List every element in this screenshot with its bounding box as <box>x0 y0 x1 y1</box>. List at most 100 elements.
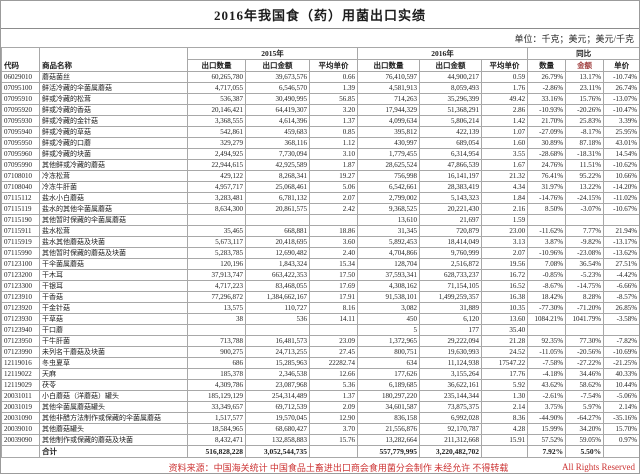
col-header-yoy-value: 金额 <box>565 59 605 72</box>
cell-yoy-price: -35.16% <box>603 412 639 424</box>
cell-price-2016: 10.35 <box>481 302 529 314</box>
cell-value-2015: 12,690,482 <box>245 247 310 259</box>
cell-value-2016: 36,622,161 <box>419 379 483 391</box>
cell-qty-2015: 3,368,555 <box>187 115 246 127</box>
cell-yoy-qty: 18.42% <box>527 291 567 303</box>
cell-value-2016: 28,383,419 <box>419 181 483 193</box>
cell-value-2016: 21,697 <box>419 214 483 226</box>
cell-value-2016: 19,630,993 <box>419 346 483 358</box>
cell-value-2016: 177 <box>419 324 483 336</box>
cell-yoy-value: 95.22% <box>565 170 605 182</box>
cell-name: 干银耳 <box>39 280 188 292</box>
cell-name: 合计 <box>39 445 188 458</box>
cell-value-2016: 20,221,430 <box>419 203 483 215</box>
cell-price-2015: 0.85 <box>308 126 359 138</box>
cell-qty-2016: 1,779,455 <box>357 148 421 160</box>
cell-name: 鲜或冷藏的香菇 <box>39 104 188 116</box>
cell-yoy-value: -27.22% <box>565 357 605 369</box>
cell-price-2015: 2.09 <box>308 401 359 413</box>
header-row-columns: 出口数量 出口金额 平均单价 出口数量 出口金额 平均单价 数量 金额 单价 <box>2 59 639 72</box>
cell-value-2015: 69,712,539 <box>245 401 310 413</box>
cell-value-2015: 16,481,573 <box>245 335 310 347</box>
cell-value-2015: 42,925,589 <box>245 159 310 171</box>
table-row: 07123990 未列名干蘑菇及块菌 900,275 24,713,255 27.45 8… <box>1 346 639 358</box>
cell-yoy-price: -5.06% <box>603 390 639 402</box>
cell-yoy-qty: 92.35% <box>527 335 567 347</box>
cell-price-2016: 5.92 <box>481 379 529 391</box>
cell-qty-2015: 536,387 <box>187 93 246 105</box>
cell-value-2016: 720,879 <box>419 225 483 237</box>
cell-yoy-price: 26.85% <box>603 302 639 314</box>
cell-code: 07095920 <box>1 104 40 116</box>
cell-qty-2016: 395,812 <box>357 126 421 138</box>
cell-value-2015: 536 <box>245 313 310 325</box>
cell-name: 鲜活冷藏的伞菌属蘑菇 <box>39 82 188 94</box>
cell-price-2016: 23.00 <box>481 225 529 237</box>
cell-yoy-qty: 3.87% <box>527 236 567 248</box>
cell-price-2016: 1.30 <box>481 390 529 402</box>
table-row: 07108040 冷冻牛肝菌 4,957,717 25,068,461 5.06 6,54… <box>1 181 639 193</box>
table-row: 07123950 干牛肝菌 713,788 16,481,573 23.09 1,372,… <box>1 335 639 347</box>
table-row: 07123940 干口蘑 5 177 35.40 <box>1 324 639 336</box>
cell-value-2015 <box>245 324 310 336</box>
cell-yoy-value: -7.54% <box>565 390 605 402</box>
cell-yoy-value: 34.46% <box>565 368 605 380</box>
cell-qty-2015: 713,788 <box>187 335 246 347</box>
cell-price-2015: 1.87 <box>308 159 359 171</box>
cell-qty-2015 <box>187 324 246 336</box>
cell-yoy-value: 13.17% <box>565 71 605 83</box>
cell-qty-2016: 756,998 <box>357 170 421 182</box>
cell-code: 07115990 <box>1 247 40 259</box>
cell-yoy-price: -6.66% <box>603 280 639 292</box>
cell-yoy-qty: -77.30% <box>527 302 567 314</box>
cell-qty-2016: 836,158 <box>357 412 421 424</box>
table-header: 代码 商品名称 2015年 2016年 同比 出口数量 出口金额 平均单价 出口… <box>1 47 639 72</box>
cell-name: 鲜或冷藏的松茸 <box>39 93 188 105</box>
cell-price-2016: 2.86 <box>481 104 529 116</box>
cell-code: 07123910 <box>1 291 40 303</box>
cell-value-2015: 68,680,427 <box>245 423 310 435</box>
cell-qty-2015: 429,122 <box>187 170 246 182</box>
cell-name: 其他非醋方法制作或保藏的伞菌属蘑菇 <box>39 412 188 424</box>
cell-code: 07115112 <box>1 192 40 204</box>
table-row: 20039090 其他制作或保藏的蘑菇及块菌 8,432,471 132,858,88… <box>1 434 639 446</box>
cell-name: 鲜或冷藏的口蘑 <box>39 137 188 149</box>
cell-qty-2015: 35,465 <box>187 225 246 237</box>
cell-value-2016: 11,124,938 <box>419 357 483 369</box>
cell-yoy-value: -5.23% <box>565 269 605 281</box>
cell-code: 07108040 <box>1 181 40 193</box>
cell-qty-2015: 8,432,471 <box>187 434 246 446</box>
cell-yoy-price: -13.07% <box>603 93 639 105</box>
cell-yoy-qty: -0.85% <box>527 269 567 281</box>
cell-value-2015: 254,314,489 <box>245 390 310 402</box>
cell-price-2015: 2.07 <box>308 192 359 204</box>
cell-value-2015: 20,861,575 <box>245 203 310 215</box>
cell-value-2015: 6,546,570 <box>245 82 310 94</box>
cell-qty-2016: 91,538,101 <box>357 291 421 303</box>
table-row: 07115919 盐水其他蘑菇及块菌 5,673,117 20,418,695 3.60… <box>1 236 639 248</box>
cell-price-2015 <box>308 324 359 336</box>
cell-yoy-qty: 76.41% <box>527 170 567 182</box>
cell-price-2015: 19.27 <box>308 170 359 182</box>
cell-value-2016: 29,222,094 <box>419 335 483 347</box>
cell-yoy-price: 40.33% <box>603 368 639 380</box>
cell-price-2016: 1.59 <box>481 214 529 226</box>
cell-value-2015: 83,468,055 <box>245 280 310 292</box>
cell-value-2015: 3,052,544,735 <box>245 445 310 458</box>
cell-name: 小白蘑菇（洋蘑菇）罐头 <box>39 390 188 402</box>
cell-yoy-qty <box>527 324 567 336</box>
cell-value-2016: 92,170,787 <box>419 423 483 435</box>
col-header-avg-price-2015: 平均单价 <box>308 59 359 72</box>
cell-name: 干草菇 <box>39 313 188 325</box>
cell-code: 07123990 <box>1 346 40 358</box>
cell-qty-2016: 714,263 <box>357 93 421 105</box>
cell-yoy-qty: 7.92% <box>527 445 567 458</box>
cell-qty-2015: 329,279 <box>187 137 246 149</box>
cell-yoy-price: -21.25% <box>603 357 639 369</box>
cell-qty-2016: 2,799,002 <box>357 192 421 204</box>
cell-name: 盐水小白蘑菇 <box>39 192 188 204</box>
cell-code: 20039090 <box>1 434 40 446</box>
cell-code: 07115911 <box>1 225 40 237</box>
cell-yoy-value <box>565 324 605 336</box>
cell-name: 天麻 <box>39 368 188 380</box>
